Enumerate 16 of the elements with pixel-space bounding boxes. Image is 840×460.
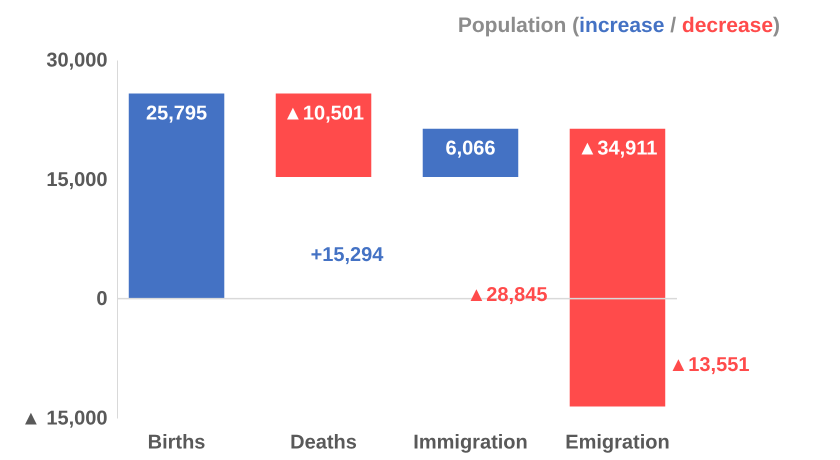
y-tick-label: 30,000 [46,50,108,72]
x-tick-label: Deaths [290,432,357,454]
annotation: ▲28,845 [466,284,548,306]
chart-title: Population (increase / decrease) [458,14,780,37]
annotation: ▲13,551 [668,354,750,376]
x-tick-label: Births [148,432,206,454]
x-tick-label: Immigration [413,432,528,454]
y-tick-label: ▲ 15,000 [20,408,108,430]
y-tick-label: 0 [96,288,108,310]
annotation: +15,294 [310,244,384,266]
y-tick-label: 15,000 [46,168,108,191]
data-label: ▲10,501 [283,102,364,124]
data-label: ▲34,911 [578,138,658,160]
data-label: 25,795 [146,102,208,124]
x-tick-label: Emigration [565,432,670,454]
data-label: 6,066 [445,138,496,160]
